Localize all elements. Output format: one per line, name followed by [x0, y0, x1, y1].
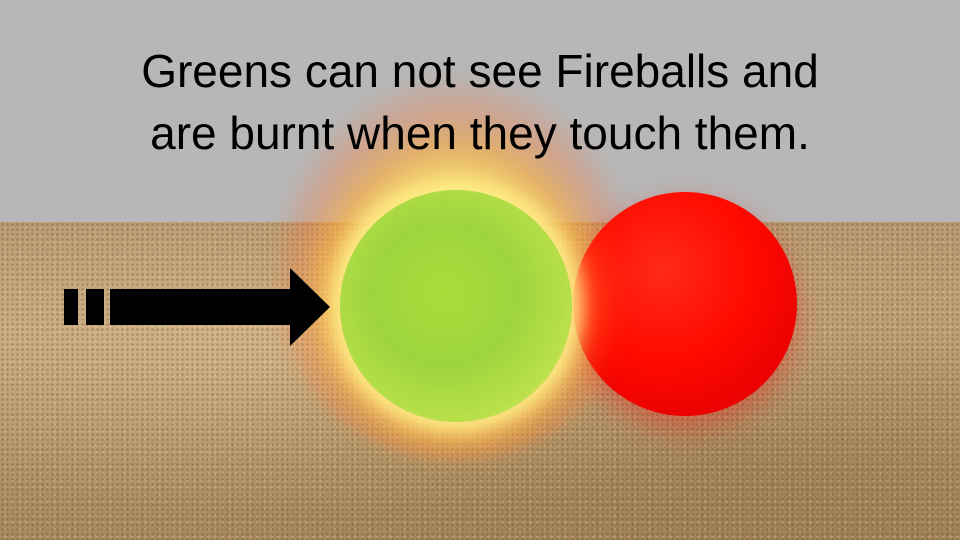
caption-line-2: are burnt when they touch them.	[150, 107, 810, 159]
caption-line-1: Greens can not see Fireballs and	[141, 45, 819, 97]
right-arrow-icon	[64, 268, 330, 346]
red-fireball	[573, 192, 797, 416]
green-ball	[340, 190, 572, 422]
slide-caption: Greens can not see Fireballs and are bur…	[0, 40, 960, 164]
